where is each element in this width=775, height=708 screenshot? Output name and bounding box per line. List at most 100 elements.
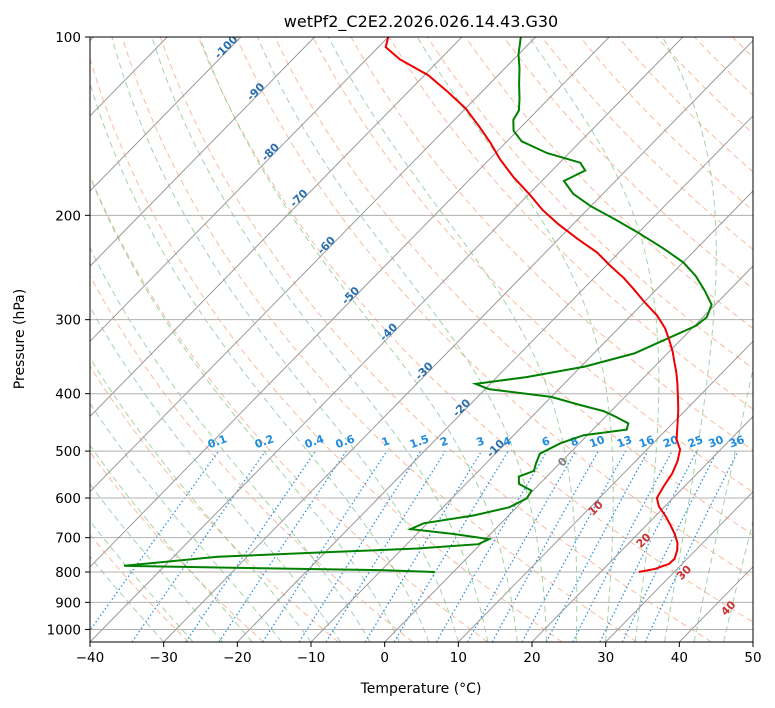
- y-tick-label: 500: [55, 444, 81, 460]
- isotherm-label: -40: [377, 320, 400, 343]
- moist-adiabat-label: 10: [586, 498, 606, 518]
- y-tick-label: 700: [55, 531, 81, 547]
- y-tick-label: 200: [55, 208, 81, 224]
- mixing-ratio-line: [131, 450, 266, 642]
- moist-adiabat: [256, 37, 548, 642]
- x-tick-label: 30: [597, 650, 614, 666]
- moist-adiabat: [90, 81, 430, 642]
- dry-adiabat: [197, 37, 753, 623]
- dry-adiabat: [350, 37, 753, 451]
- x-tick-label: 10: [450, 650, 467, 666]
- y-tick-label: 800: [55, 565, 81, 581]
- chart-title: wetPf2_C2E2.2026.026.14.43.G30: [284, 12, 558, 32]
- isotherm-label: -90: [244, 80, 267, 103]
- mixing-ratio-line: [218, 450, 347, 642]
- dry-adiabat: [312, 37, 753, 493]
- mixing-ratio-label: 25: [686, 433, 705, 450]
- mixing-ratio-line: [325, 450, 446, 642]
- moist-adiabat: [723, 519, 753, 642]
- isotherm: [90, 37, 536, 493]
- moist-adiabat: [151, 37, 489, 642]
- y-axis-ticks: 100 200 300 400 500 600 700 800 900 1000: [47, 30, 90, 638]
- isotherm: [236, 115, 753, 642]
- mixing-ratio-line: [572, 450, 673, 642]
- moist-adiabat-label: 20: [634, 530, 654, 550]
- moist-adiabat-label: 30: [674, 562, 694, 582]
- x-tick-label: −40: [76, 650, 105, 666]
- dry-adiabat: [694, 37, 753, 96]
- x-tick-label: 50: [744, 650, 761, 666]
- y-tick-label: 300: [55, 313, 81, 329]
- mixing-ratio-label: 0.2: [253, 432, 276, 451]
- mixing-ratio-label: 6: [540, 434, 552, 449]
- moist-adiabat: [90, 483, 223, 642]
- plot-frame: [89, 36, 754, 643]
- dry-adiabat: [732, 37, 753, 58]
- mixing-ratio-label: 30: [707, 433, 726, 451]
- isotherm-label: -20: [450, 396, 473, 419]
- moist-adiabat: [90, 444, 253, 642]
- moist-adiabat: [693, 366, 753, 642]
- dry-adiabat: [159, 37, 712, 642]
- isotherm: [752, 641, 753, 642]
- mixing-ratio-line: [599, 450, 698, 642]
- y-tick-label: 900: [55, 595, 81, 611]
- dry-adiabat: [121, 37, 638, 642]
- x-tick-label: 40: [671, 650, 688, 666]
- mixing-ratio-line: [90, 450, 220, 632]
- dewpoint-line: [124, 37, 713, 573]
- isotherm: [90, 37, 684, 642]
- moist-adiabat: [662, 37, 717, 642]
- temperature-line: [384, 37, 682, 573]
- mixing-ratio-label: 4: [501, 434, 513, 449]
- isotherm: [384, 265, 753, 642]
- isotherm: [90, 37, 610, 568]
- mixing-ratio-label: 1: [380, 434, 392, 449]
- isotherm: [310, 190, 753, 642]
- isotherm: [457, 340, 753, 642]
- x-axis-label: Temperature (°C): [360, 681, 482, 697]
- dry-adiabat: [426, 37, 753, 370]
- mixing-ratio-label: 0.4: [303, 432, 326, 451]
- mixing-ratio-line: [621, 450, 718, 642]
- y-axis-label: Pressure (hPa): [12, 289, 28, 389]
- isotherm: [605, 490, 753, 642]
- dry-adiabat: [771, 37, 775, 642]
- y-tick-label: 100: [55, 30, 81, 46]
- mixing-ratio-line: [298, 450, 422, 642]
- y-tick-label: 400: [55, 387, 81, 403]
- moist-adiabat: [90, 175, 400, 642]
- isotherm: [90, 37, 315, 267]
- dry-adiabat: [90, 175, 488, 642]
- moist-adiabat: [90, 520, 194, 642]
- isotherm: [163, 39, 753, 642]
- moist-adiabat: [90, 246, 371, 642]
- dry-adiabat: [90, 533, 190, 642]
- moist-adiabat: [327, 37, 578, 642]
- moist-adiabat: [111, 37, 459, 642]
- dry-adiabat: [388, 37, 753, 410]
- mixing-ratio-label: 2: [438, 434, 450, 449]
- mixing-ratio-label: 36: [727, 433, 746, 451]
- isotherm: [90, 37, 389, 343]
- dry-adiabat: [617, 37, 753, 173]
- mixing-ratio-line: [364, 450, 483, 642]
- isotherm: [678, 566, 753, 642]
- mixing-ratio-label: 0.1: [206, 432, 229, 451]
- mixing-ratio-line: [466, 450, 577, 642]
- moist-adiabat: [528, 37, 660, 642]
- mixing-ratio-label: 8: [569, 434, 581, 449]
- mixing-ratio-label: 0.6: [334, 432, 357, 451]
- dry-adiabat: [236, 37, 753, 579]
- line-labels: 0.1 0.2 0.4 0.6 1 1.5 2 3 4 6 8 10 13 16 20 25 30 36-100-…: [206, 37, 747, 618]
- isotherm-label: -80: [259, 140, 282, 163]
- mixing-ratio-line: [521, 450, 627, 642]
- mixing-ratio-label: 3: [475, 434, 487, 449]
- isotherm-label: -70: [287, 186, 310, 209]
- isotherm: [531, 415, 753, 642]
- x-tick-label: −30: [149, 650, 178, 666]
- dry-adiabat: [90, 56, 563, 642]
- mixing-ratio-lines: [90, 450, 739, 642]
- mixing-ratio-line: [262, 450, 388, 642]
- moist-adiabats: [90, 37, 753, 642]
